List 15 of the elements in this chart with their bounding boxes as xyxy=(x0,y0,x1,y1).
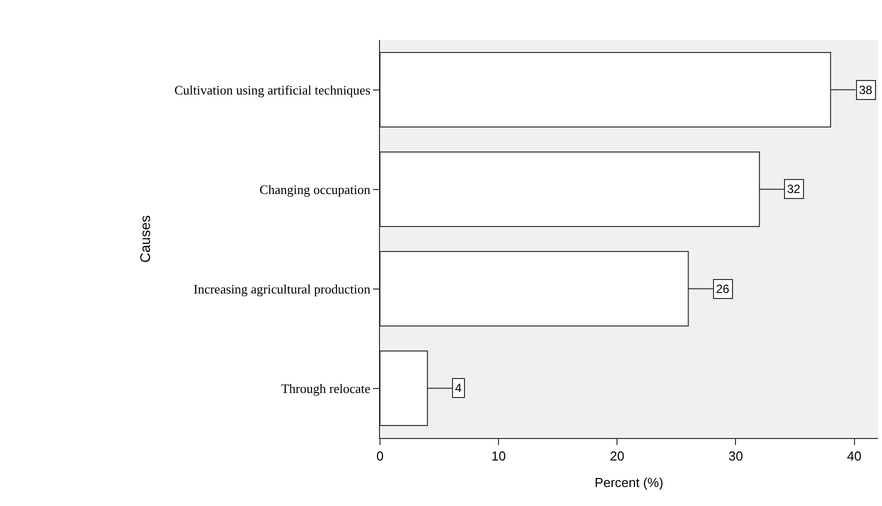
data-label: 4 xyxy=(455,381,462,395)
x-tick-label: 30 xyxy=(728,448,743,464)
data-label: 32 xyxy=(787,182,801,196)
y-tick-label: Increasing agricultural production xyxy=(194,281,371,296)
y-axis-title: Causes xyxy=(136,215,153,263)
x-tick-label: 10 xyxy=(491,448,506,464)
y-tick-label: Changing occupation xyxy=(260,182,371,197)
y-tick-label: Through relocate xyxy=(281,380,371,396)
data-label: 26 xyxy=(716,282,730,296)
y-tick-label: Cultivation using artificial techniques xyxy=(174,82,370,98)
data-label: 38 xyxy=(859,83,873,97)
x-axis-title: Percent (%) xyxy=(594,475,664,490)
x-tick-label: 0 xyxy=(376,448,384,464)
x-tick-label: 20 xyxy=(610,448,624,464)
x-tick-label: 40 xyxy=(847,448,862,464)
